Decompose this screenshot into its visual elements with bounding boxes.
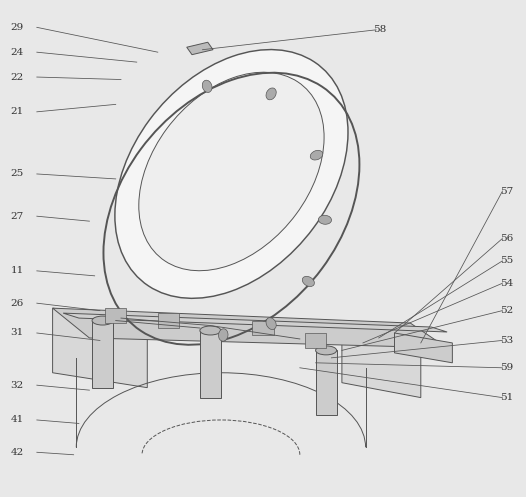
Ellipse shape bbox=[310, 151, 323, 160]
Ellipse shape bbox=[302, 276, 315, 287]
Text: 53: 53 bbox=[500, 336, 513, 345]
Polygon shape bbox=[53, 308, 447, 348]
Ellipse shape bbox=[139, 72, 324, 271]
Text: 11: 11 bbox=[11, 266, 24, 275]
Text: 51: 51 bbox=[500, 393, 513, 402]
Text: 54: 54 bbox=[500, 279, 513, 288]
Text: 41: 41 bbox=[11, 415, 24, 424]
Text: 59: 59 bbox=[500, 363, 513, 372]
Polygon shape bbox=[394, 333, 452, 363]
Text: 22: 22 bbox=[11, 73, 24, 82]
Text: 31: 31 bbox=[11, 329, 24, 337]
Polygon shape bbox=[342, 333, 421, 398]
Text: 21: 21 bbox=[11, 107, 24, 116]
Polygon shape bbox=[158, 313, 179, 328]
Polygon shape bbox=[187, 42, 213, 55]
Text: 25: 25 bbox=[11, 169, 24, 178]
Polygon shape bbox=[316, 350, 337, 415]
Ellipse shape bbox=[316, 346, 337, 355]
Text: 56: 56 bbox=[500, 234, 513, 243]
Text: 58: 58 bbox=[373, 25, 387, 34]
Text: 27: 27 bbox=[11, 212, 24, 221]
Ellipse shape bbox=[149, 98, 309, 270]
Ellipse shape bbox=[266, 318, 276, 330]
Text: 42: 42 bbox=[11, 448, 24, 457]
Ellipse shape bbox=[92, 316, 113, 325]
Ellipse shape bbox=[218, 329, 228, 341]
Text: 55: 55 bbox=[500, 256, 513, 265]
Polygon shape bbox=[200, 331, 221, 398]
Ellipse shape bbox=[203, 80, 212, 92]
Polygon shape bbox=[92, 321, 113, 388]
Ellipse shape bbox=[266, 88, 276, 100]
Ellipse shape bbox=[115, 50, 348, 298]
Ellipse shape bbox=[200, 326, 221, 335]
Polygon shape bbox=[252, 321, 274, 335]
Polygon shape bbox=[63, 313, 447, 332]
Polygon shape bbox=[53, 308, 147, 388]
Text: 29: 29 bbox=[11, 23, 24, 32]
Polygon shape bbox=[305, 333, 326, 348]
Polygon shape bbox=[105, 308, 126, 323]
Text: 57: 57 bbox=[500, 187, 513, 196]
Text: 32: 32 bbox=[11, 381, 24, 390]
Text: 26: 26 bbox=[11, 299, 24, 308]
Text: 24: 24 bbox=[11, 48, 24, 57]
Ellipse shape bbox=[318, 215, 331, 224]
Text: 52: 52 bbox=[500, 306, 513, 315]
